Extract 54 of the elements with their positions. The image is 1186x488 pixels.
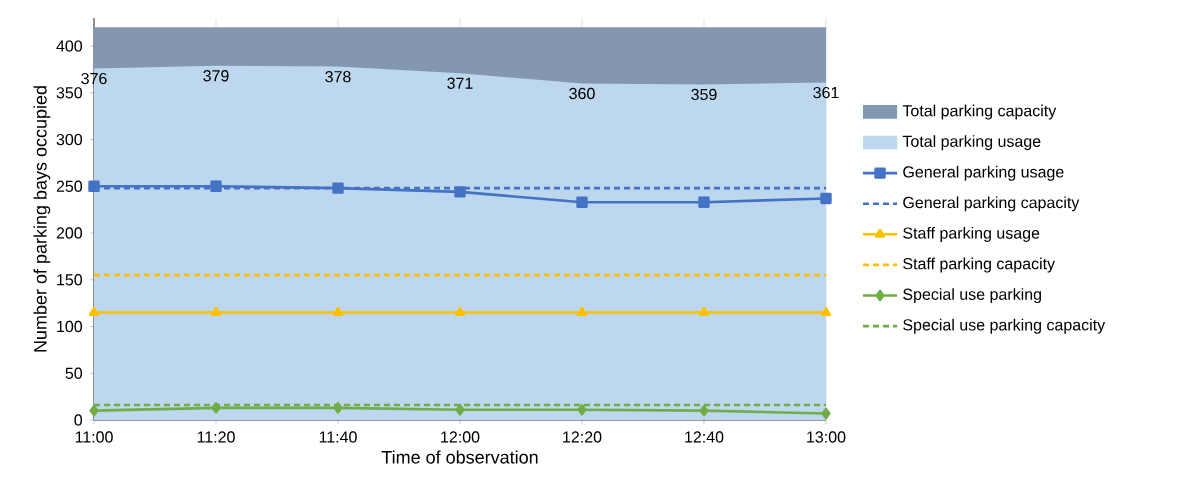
y-tick-label: 50 — [65, 367, 83, 379]
point — [333, 402, 343, 414]
point — [576, 306, 588, 316]
x-axis-title: Time of observation — [381, 450, 538, 464]
point — [454, 186, 466, 198]
point — [210, 180, 222, 192]
point — [820, 306, 832, 316]
y-tick-label: 0 — [74, 414, 83, 426]
point — [210, 306, 222, 316]
legend-label: Total parking capacity — [902, 104, 1057, 120]
y-tick-label: 350 — [56, 87, 83, 99]
x-tick-label: 11:00 — [75, 431, 113, 443]
point — [698, 306, 710, 316]
data-label: 376 — [81, 72, 107, 85]
y-tick-label: 300 — [56, 133, 83, 146]
x-tick-label: 12:20 — [563, 431, 602, 443]
point — [698, 196, 710, 208]
x-tick-label: 12:40 — [685, 431, 724, 443]
y-tick-label: 200 — [56, 227, 83, 239]
data-label: 360 — [569, 87, 595, 100]
x-tick-label: 11:40 — [319, 431, 357, 443]
point — [820, 192, 832, 205]
legend-label: Total parking usage — [902, 135, 1041, 151]
x-tick-label: 13:00 — [807, 431, 846, 443]
point — [576, 196, 588, 208]
point — [88, 306, 100, 316]
y-tick-label: 100 — [57, 320, 83, 333]
y-tick-label: 250 — [56, 180, 83, 192]
legend-label: General parking usage — [903, 165, 1064, 181]
x-tick-label: 11:20 — [197, 431, 235, 443]
data-label: 359 — [691, 88, 717, 101]
data-label: 361 — [813, 86, 839, 99]
legend-label: Staff parking usage — [903, 226, 1040, 242]
point — [88, 180, 100, 192]
point — [332, 182, 344, 194]
point — [821, 407, 831, 420]
point — [332, 306, 344, 316]
point — [454, 306, 466, 316]
data-label: 379 — [203, 70, 229, 82]
y-axis-title: Number of parking bays occupied — [33, 86, 51, 352]
y-tick-label: 400 — [56, 40, 83, 52]
legend-label: Staff parking capacity — [903, 257, 1056, 273]
legend-label: General parking capacity — [903, 196, 1080, 212]
point — [211, 402, 221, 414]
point — [699, 404, 709, 417]
x-tick-label: 12:00 — [441, 431, 480, 443]
point — [577, 404, 587, 416]
point — [455, 404, 465, 416]
y-tick-label: 150 — [57, 274, 83, 286]
data-label: 378 — [325, 71, 351, 83]
legend-label: Special use parking — [903, 288, 1041, 304]
legend-label: Special use parking capacity — [903, 318, 1106, 334]
data-label: 371 — [447, 77, 473, 89]
point — [89, 404, 99, 417]
